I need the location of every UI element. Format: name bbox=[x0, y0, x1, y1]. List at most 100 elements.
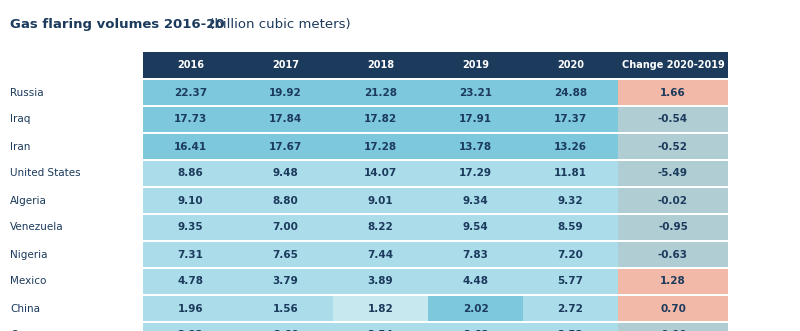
Text: 7.65: 7.65 bbox=[273, 250, 298, 260]
Text: 2018: 2018 bbox=[367, 60, 394, 70]
Bar bbox=[523, 188, 618, 213]
Text: -0.02: -0.02 bbox=[658, 196, 688, 206]
Bar bbox=[618, 107, 728, 132]
Bar bbox=[333, 269, 428, 294]
Bar bbox=[143, 296, 238, 321]
Text: 23.21: 23.21 bbox=[459, 87, 492, 98]
Text: Gas flaring volumes 2016-20: Gas flaring volumes 2016-20 bbox=[10, 18, 225, 31]
Text: 7.20: 7.20 bbox=[558, 250, 583, 260]
Bar bbox=[143, 52, 728, 78]
Bar bbox=[143, 269, 238, 294]
Bar bbox=[618, 80, 728, 105]
Bar bbox=[618, 215, 728, 240]
Bar bbox=[238, 80, 333, 105]
Bar bbox=[333, 188, 428, 213]
Text: 17.29: 17.29 bbox=[459, 168, 492, 178]
Text: 24.88: 24.88 bbox=[554, 87, 587, 98]
Bar bbox=[333, 242, 428, 267]
Text: 9.01: 9.01 bbox=[368, 196, 394, 206]
Bar bbox=[238, 134, 333, 159]
Bar bbox=[333, 80, 428, 105]
Text: 22.37: 22.37 bbox=[174, 87, 207, 98]
Text: 17.82: 17.82 bbox=[364, 115, 397, 124]
Bar bbox=[238, 269, 333, 294]
Text: 2.82: 2.82 bbox=[178, 330, 203, 331]
Text: 17.91: 17.91 bbox=[459, 115, 492, 124]
Text: 1.96: 1.96 bbox=[178, 304, 203, 313]
Text: 2.63: 2.63 bbox=[462, 330, 488, 331]
Bar bbox=[333, 161, 428, 186]
Text: -0.11: -0.11 bbox=[658, 330, 688, 331]
Text: -0.63: -0.63 bbox=[658, 250, 688, 260]
Text: 3.79: 3.79 bbox=[273, 276, 298, 287]
Text: 5.77: 5.77 bbox=[558, 276, 583, 287]
Text: Venezuela: Venezuela bbox=[10, 222, 64, 232]
Bar bbox=[618, 269, 728, 294]
Bar bbox=[428, 80, 523, 105]
Bar bbox=[238, 107, 333, 132]
Text: 21.28: 21.28 bbox=[364, 87, 397, 98]
Bar bbox=[428, 134, 523, 159]
Bar bbox=[523, 323, 618, 331]
Bar bbox=[238, 188, 333, 213]
Text: 7.31: 7.31 bbox=[178, 250, 203, 260]
Bar bbox=[523, 80, 618, 105]
Bar bbox=[143, 188, 238, 213]
Text: 17.73: 17.73 bbox=[174, 115, 207, 124]
Bar bbox=[618, 323, 728, 331]
Bar bbox=[143, 134, 238, 159]
Text: Iran: Iran bbox=[10, 141, 30, 152]
Bar bbox=[238, 215, 333, 240]
Bar bbox=[143, 242, 238, 267]
Bar bbox=[428, 107, 523, 132]
Text: 13.26: 13.26 bbox=[554, 141, 587, 152]
Bar bbox=[143, 80, 238, 105]
Bar bbox=[428, 323, 523, 331]
Bar bbox=[333, 323, 428, 331]
Bar bbox=[238, 323, 333, 331]
Text: Oman: Oman bbox=[10, 330, 42, 331]
Text: 8.59: 8.59 bbox=[558, 222, 583, 232]
Bar bbox=[618, 242, 728, 267]
Text: Algeria: Algeria bbox=[10, 196, 47, 206]
Bar bbox=[238, 242, 333, 267]
Text: 8.22: 8.22 bbox=[368, 222, 394, 232]
Bar bbox=[523, 134, 618, 159]
Bar bbox=[333, 107, 428, 132]
Text: 11.81: 11.81 bbox=[554, 168, 587, 178]
Text: (billion cubic meters): (billion cubic meters) bbox=[205, 18, 350, 31]
Text: 4.48: 4.48 bbox=[462, 276, 489, 287]
Bar bbox=[428, 188, 523, 213]
Text: 17.37: 17.37 bbox=[554, 115, 587, 124]
Bar bbox=[523, 107, 618, 132]
Bar bbox=[238, 296, 333, 321]
Text: 9.34: 9.34 bbox=[462, 196, 488, 206]
Text: 8.86: 8.86 bbox=[178, 168, 203, 178]
Text: Nigeria: Nigeria bbox=[10, 250, 47, 260]
Bar bbox=[428, 269, 523, 294]
Text: 7.83: 7.83 bbox=[462, 250, 489, 260]
Text: 2.60: 2.60 bbox=[273, 330, 298, 331]
Text: United States: United States bbox=[10, 168, 81, 178]
Bar bbox=[523, 161, 618, 186]
Bar bbox=[428, 215, 523, 240]
Bar bbox=[333, 296, 428, 321]
Text: 16.41: 16.41 bbox=[174, 141, 207, 152]
Bar bbox=[143, 107, 238, 132]
Text: 0.70: 0.70 bbox=[660, 304, 686, 313]
Text: 19.92: 19.92 bbox=[269, 87, 302, 98]
Text: 2016: 2016 bbox=[177, 60, 204, 70]
Text: -0.52: -0.52 bbox=[658, 141, 688, 152]
Text: 1.82: 1.82 bbox=[368, 304, 394, 313]
Text: 17.84: 17.84 bbox=[269, 115, 302, 124]
Text: 17.28: 17.28 bbox=[364, 141, 397, 152]
Bar bbox=[143, 161, 238, 186]
Text: 2017: 2017 bbox=[272, 60, 299, 70]
Text: 9.10: 9.10 bbox=[178, 196, 203, 206]
Text: 17.67: 17.67 bbox=[269, 141, 302, 152]
Text: Mexico: Mexico bbox=[10, 276, 46, 287]
Text: 7.44: 7.44 bbox=[367, 250, 394, 260]
Text: 13.78: 13.78 bbox=[459, 141, 492, 152]
Text: 2020: 2020 bbox=[557, 60, 584, 70]
Text: 3.89: 3.89 bbox=[368, 276, 394, 287]
